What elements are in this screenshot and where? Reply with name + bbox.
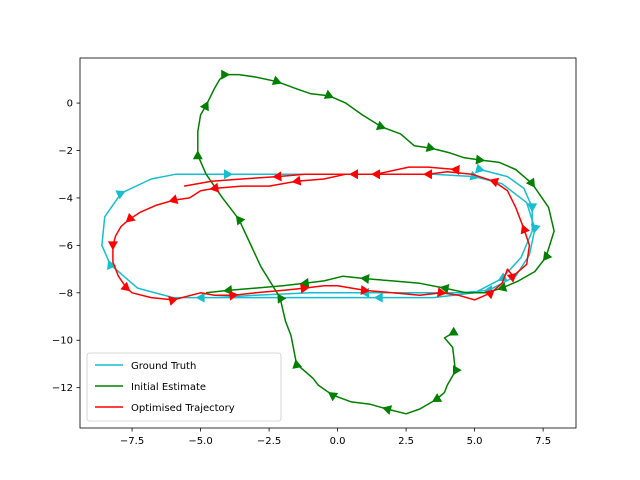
direction-marker	[300, 283, 310, 294]
direction-marker	[349, 169, 358, 180]
series-layer	[101, 69, 555, 415]
series-3	[107, 164, 531, 306]
direction-marker	[221, 69, 231, 80]
direction-marker	[525, 177, 536, 188]
direction-marker	[423, 169, 432, 180]
y-tick-label: −8	[58, 288, 73, 299]
x-tick-label: 5.0	[467, 436, 483, 447]
y-tick-label: −4	[58, 193, 73, 204]
direction-marker	[272, 171, 282, 182]
x-tick-label: 2.5	[398, 436, 414, 447]
direction-marker	[199, 100, 209, 112]
direction-marker	[371, 169, 380, 180]
legend-label: Optimised Trajectory	[131, 403, 235, 414]
direction-marker	[125, 212, 136, 223]
direction-marker	[299, 277, 310, 288]
direction-marker	[474, 163, 485, 174]
y-tick-label: −6	[58, 241, 73, 252]
legend-label: Initial Estimate	[131, 382, 206, 393]
direction-marker	[168, 194, 179, 204]
direction-marker	[439, 283, 450, 294]
x-tick-label: −5.0	[188, 436, 212, 447]
legend-label: Ground Truth	[131, 361, 196, 372]
direction-marker	[448, 326, 459, 336]
direction-marker	[497, 282, 508, 292]
direction-marker	[506, 272, 517, 283]
direction-marker	[209, 182, 220, 193]
direction-marker	[497, 272, 508, 282]
y-tick-label: −12	[52, 383, 73, 394]
direction-marker	[373, 292, 383, 303]
direction-marker	[235, 215, 246, 226]
series-line	[197, 73, 555, 415]
x-tick-label: 7.5	[535, 436, 551, 447]
direction-marker	[115, 190, 126, 200]
direction-marker	[271, 75, 282, 85]
series-2	[192, 69, 555, 415]
direction-marker	[195, 292, 205, 303]
direction-marker	[323, 89, 334, 99]
direction-marker	[542, 250, 553, 262]
direction-marker	[450, 164, 460, 175]
direction-marker	[107, 259, 117, 270]
legend-box	[86, 352, 282, 422]
direction-marker	[224, 169, 233, 180]
x-tick-label: 0.0	[330, 436, 346, 447]
direction-marker	[291, 175, 302, 186]
direction-marker	[382, 405, 393, 415]
direction-marker	[360, 274, 370, 285]
x-tick-label: −2.5	[257, 436, 281, 447]
direction-marker	[107, 241, 118, 251]
direction-marker	[375, 120, 387, 131]
y-axis: 0 −2 −4 −6 −8 −10 −12	[52, 99, 80, 394]
direction-marker	[168, 296, 179, 306]
legend: Ground Truth Initial Estimate Optimised Tr…	[86, 352, 282, 422]
direction-marker	[192, 150, 203, 160]
direction-marker	[475, 154, 486, 165]
direction-marker	[292, 359, 303, 369]
direction-marker	[228, 290, 239, 301]
direction-marker	[520, 224, 531, 235]
y-tick-label: 0	[67, 99, 73, 110]
x-tick-label: −7.5	[120, 436, 144, 447]
direction-marker	[327, 391, 339, 402]
direction-marker	[360, 285, 370, 296]
direction-marker	[484, 289, 495, 300]
direction-marker	[277, 293, 287, 304]
direction-marker	[527, 203, 538, 213]
direction-marker	[431, 393, 443, 402]
plot-frame	[79, 57, 577, 429]
direction-marker	[437, 287, 447, 298]
y-tick-label: −10	[52, 336, 73, 347]
direction-marker	[489, 177, 500, 188]
direction-marker	[452, 365, 462, 376]
y-tick-label: −2	[58, 146, 73, 157]
direction-marker	[530, 223, 541, 234]
direction-marker	[120, 281, 131, 292]
x-axis: −7.5 −5.0 −2.5 0.0 2.5 5.0 7.5	[120, 428, 551, 447]
direction-marker	[425, 142, 436, 152]
